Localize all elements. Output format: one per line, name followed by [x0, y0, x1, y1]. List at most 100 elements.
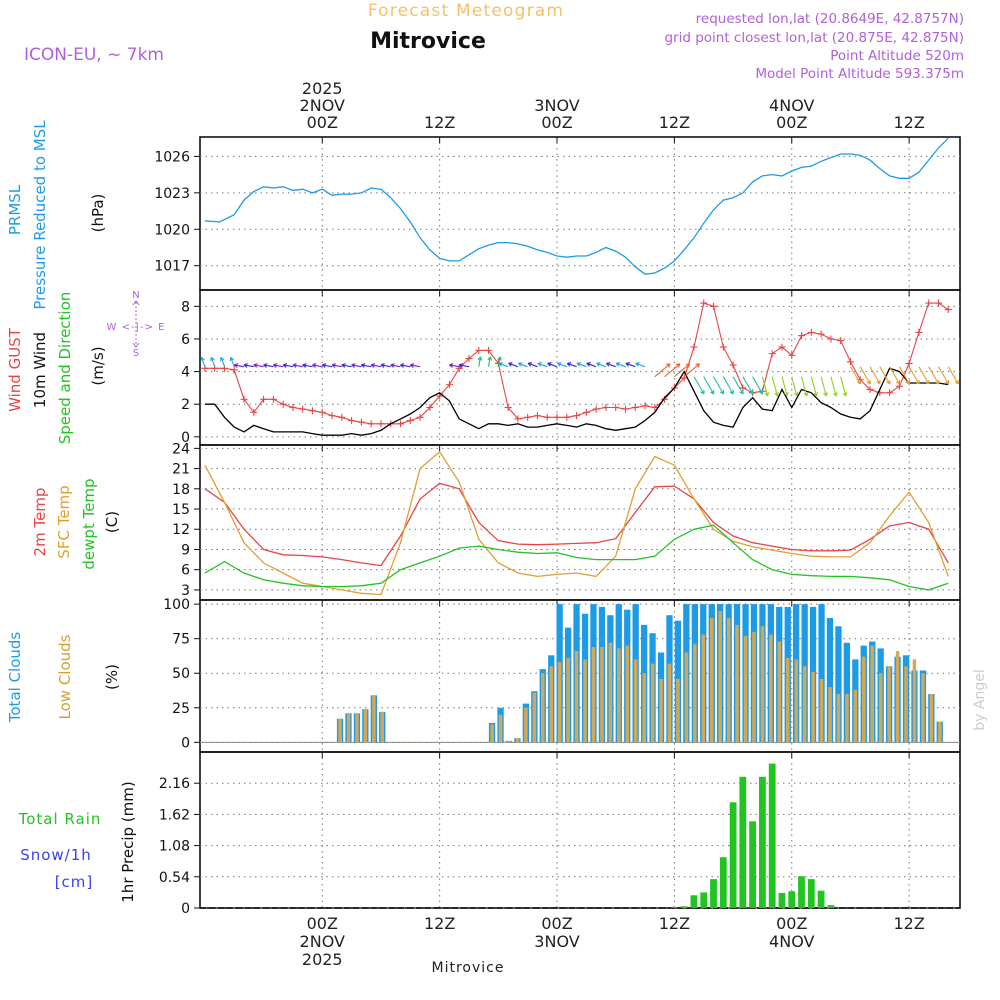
wind-arrow — [243, 363, 254, 368]
y-tick-label: 0 — [181, 901, 190, 917]
low-cloud-bar — [355, 713, 359, 743]
low-cloud-bar — [845, 694, 849, 743]
precip-bars — [200, 763, 960, 909]
panel-labels: PRMSL Pressure Reduced to MSL (hPa) Wind… — [6, 120, 164, 903]
gust-marker — [729, 361, 737, 369]
bottom-hour-label: 12Z — [424, 914, 455, 933]
precip-ylabel: 1hr Precip (mm) — [119, 781, 137, 902]
cloud-unit-label: (%) — [103, 664, 121, 690]
gust-marker — [514, 415, 522, 423]
wind-arrow — [556, 362, 567, 368]
rain-bar — [710, 879, 717, 908]
low-cloud-bar — [786, 658, 790, 743]
wind-arrow — [918, 366, 930, 385]
low-cloud-bar — [878, 673, 883, 743]
wind-arrow — [233, 363, 245, 368]
low-cloud-bar — [853, 689, 858, 743]
y-tick-label: 21 — [172, 462, 190, 478]
pressure-line — [204, 137, 949, 275]
low-cloud-bar — [507, 740, 511, 743]
wind-arrow — [771, 376, 779, 397]
wind-arrow — [390, 363, 401, 368]
wind-arrow — [272, 363, 284, 368]
total-cloud-bar — [818, 604, 825, 743]
gust-marker — [768, 350, 776, 358]
gust-marker — [641, 402, 649, 410]
wind-arrow — [566, 362, 577, 368]
wind-arrow — [761, 376, 770, 397]
wind-arrow — [820, 376, 828, 397]
wind-arrow — [331, 363, 342, 368]
gust-marker — [700, 299, 708, 307]
gust-marker — [455, 364, 463, 372]
wind-arrow — [517, 362, 528, 368]
wind-arrow — [409, 363, 421, 368]
low-cloud-bar — [938, 721, 942, 743]
gust-marker — [788, 351, 796, 359]
gust-marker — [778, 343, 786, 351]
wind-arrow — [527, 362, 538, 368]
rain-bar — [788, 891, 796, 908]
t2m-label: 2m Temp — [31, 488, 49, 557]
rain-bar — [827, 905, 835, 908]
panel-5: 0 0.54 1.08 1.62 2.16 — [159, 751, 961, 917]
low-cloud-bar — [363, 709, 368, 743]
low-cloud-bar — [515, 738, 520, 743]
gust-marker — [269, 395, 277, 403]
wind-arrow — [791, 376, 799, 397]
wind-arrow — [360, 363, 372, 368]
low-cloud-bar — [642, 673, 646, 743]
rain-bar — [759, 776, 766, 908]
wind-arrow — [341, 363, 352, 368]
gust-marker — [328, 412, 336, 420]
bottom-year: 2025 — [302, 950, 343, 969]
wind-arrow — [615, 362, 626, 368]
bottom-hour-label: 00Z — [541, 914, 572, 933]
gust-marker — [798, 332, 806, 340]
wind-arrow — [200, 356, 206, 367]
wind-arrow — [830, 376, 838, 397]
panel-2: 0 2 4 6 8 — [181, 289, 961, 446]
gust-marker — [465, 355, 473, 363]
y-tick-label: 4 — [181, 365, 190, 381]
chart-panels: 1017102010231026024683691215182124025507… — [154, 136, 961, 917]
y-tick-label: 1.08 — [159, 839, 190, 855]
low-cloud-bar — [524, 707, 528, 743]
wind-arrow — [908, 366, 920, 385]
wind-arrow — [674, 363, 691, 378]
gust-marker — [416, 413, 424, 421]
low-cloud-bar — [583, 659, 587, 743]
low-cloud-bar — [574, 651, 579, 743]
total-cloud-bar — [835, 626, 842, 743]
rain-bar — [729, 802, 737, 908]
gust-marker — [621, 405, 629, 413]
wind-arrow — [742, 376, 754, 395]
wind-arrow — [781, 376, 789, 397]
wind-arrow — [605, 362, 616, 368]
low-cloud-bar — [862, 656, 866, 743]
gust-marker — [934, 299, 942, 307]
gust-label: Wind GUST — [6, 327, 24, 412]
cloud-bars — [200, 604, 960, 743]
gust-marker — [543, 413, 551, 421]
wind-arrow — [879, 366, 891, 385]
gust-marker — [592, 405, 600, 413]
gust-marker — [318, 408, 326, 416]
wind-arrow — [928, 366, 940, 385]
requested-coords: requested lon,lat (20.8649E, 42.8757N) — [696, 11, 964, 27]
wind-arrow — [732, 376, 744, 395]
compass-north: N — [132, 290, 139, 301]
top-hour-label: 00Z — [776, 113, 807, 132]
low-cloud-bar — [811, 671, 815, 743]
low-cloud-bar — [760, 626, 765, 743]
wind-arrow — [654, 363, 671, 378]
gust-marker — [445, 381, 453, 389]
top-hour-label: 12Z — [659, 113, 690, 132]
wind-arrow — [859, 366, 871, 385]
gust-marker — [357, 418, 365, 426]
low-cloud-bar — [752, 631, 756, 743]
rain-bar — [719, 857, 727, 908]
gust-marker — [905, 359, 913, 367]
